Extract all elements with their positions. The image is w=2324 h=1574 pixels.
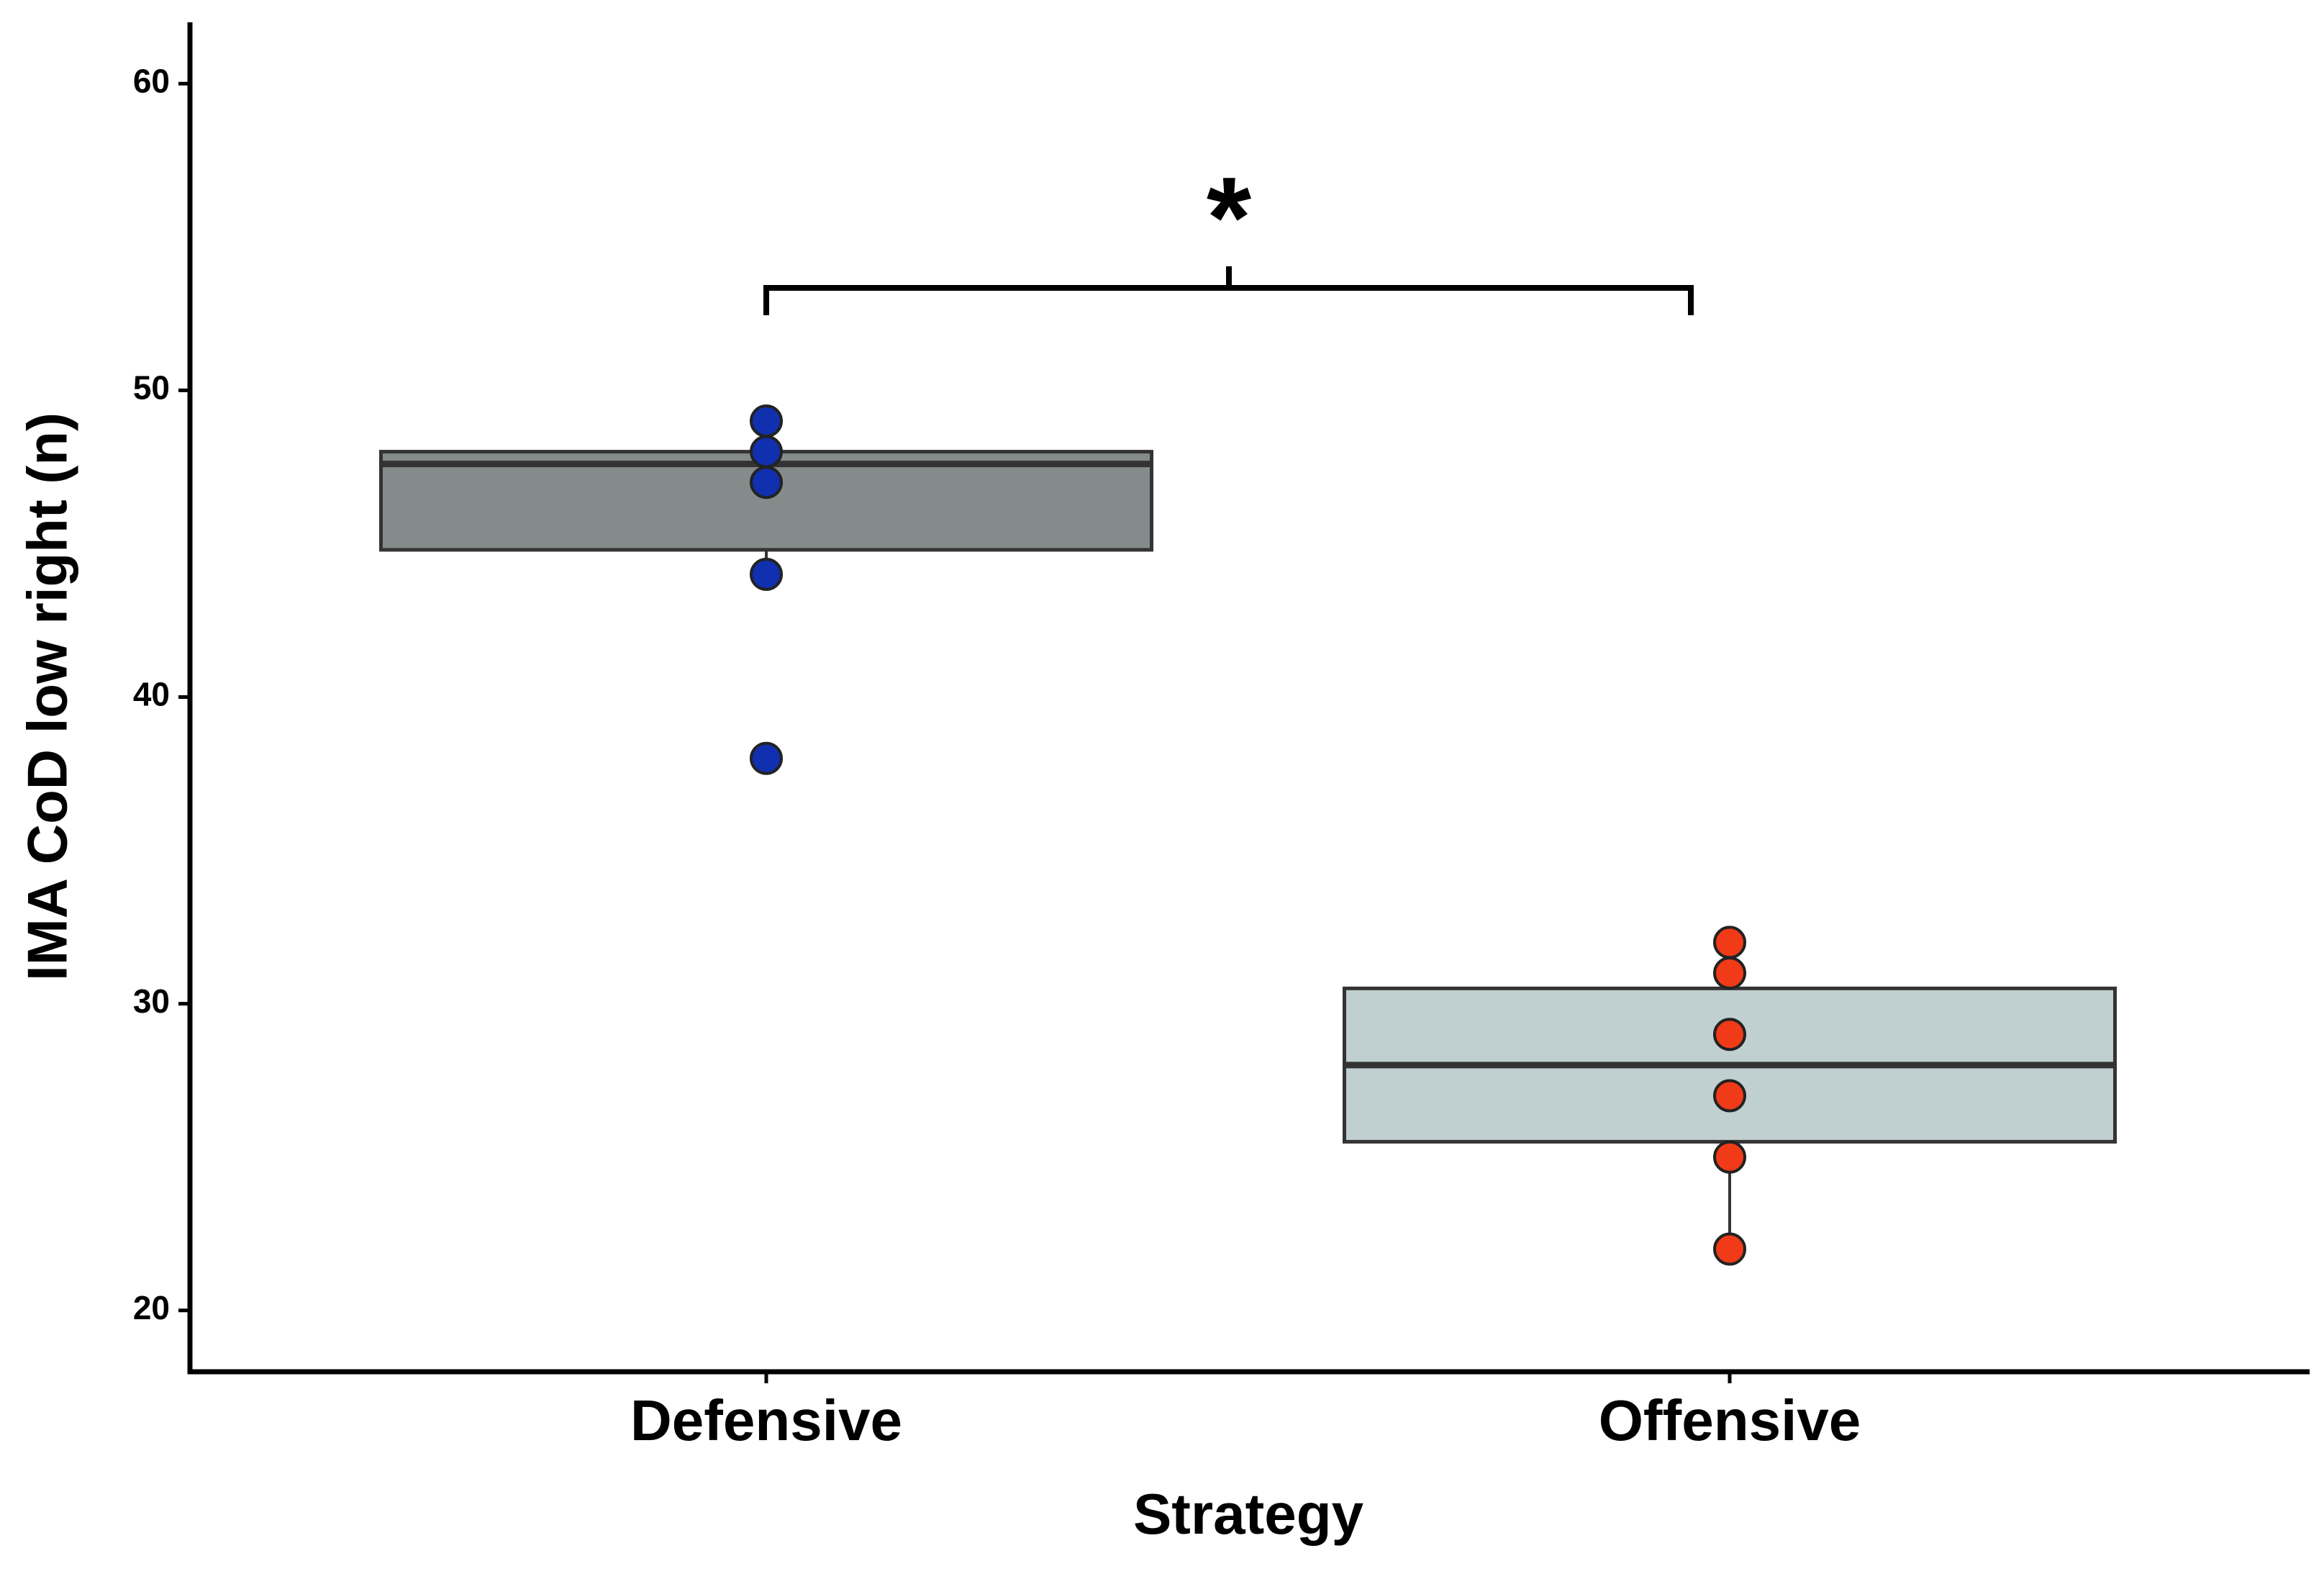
x-tick-label: Offensive [1599, 1388, 1861, 1452]
data-point [1713, 926, 1746, 959]
y-tick-label: 20 [133, 1289, 170, 1326]
data-point [750, 404, 783, 438]
data-point [750, 466, 783, 499]
y-tick-label: 40 [133, 676, 170, 713]
y-axis-title: IMA CoD low right (n) [16, 412, 79, 981]
y-tick-label: 30 [133, 982, 170, 1020]
significance-annotation: * [1207, 153, 1252, 281]
y-tick-label: 50 [133, 369, 170, 407]
data-point [1713, 1140, 1746, 1174]
data-point [1713, 1018, 1746, 1051]
x-axis-title: Strategy [1133, 1482, 1364, 1546]
data-point [750, 435, 783, 469]
significance-bracket [763, 266, 1694, 315]
x-tick-label: Defensive [630, 1388, 902, 1452]
data-point [1713, 1079, 1746, 1113]
data-point [750, 558, 783, 592]
y-tick-label: 60 [133, 62, 170, 99]
data-point [750, 741, 783, 775]
data-point [1713, 956, 1746, 990]
data-point [1713, 1232, 1746, 1266]
